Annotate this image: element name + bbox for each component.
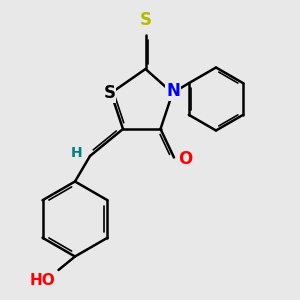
Text: N: N [166, 82, 180, 100]
Text: H: H [71, 146, 82, 160]
Text: HO: HO [30, 273, 56, 288]
Text: O: O [178, 150, 193, 168]
Text: S: S [103, 84, 116, 102]
Text: S: S [140, 11, 152, 29]
